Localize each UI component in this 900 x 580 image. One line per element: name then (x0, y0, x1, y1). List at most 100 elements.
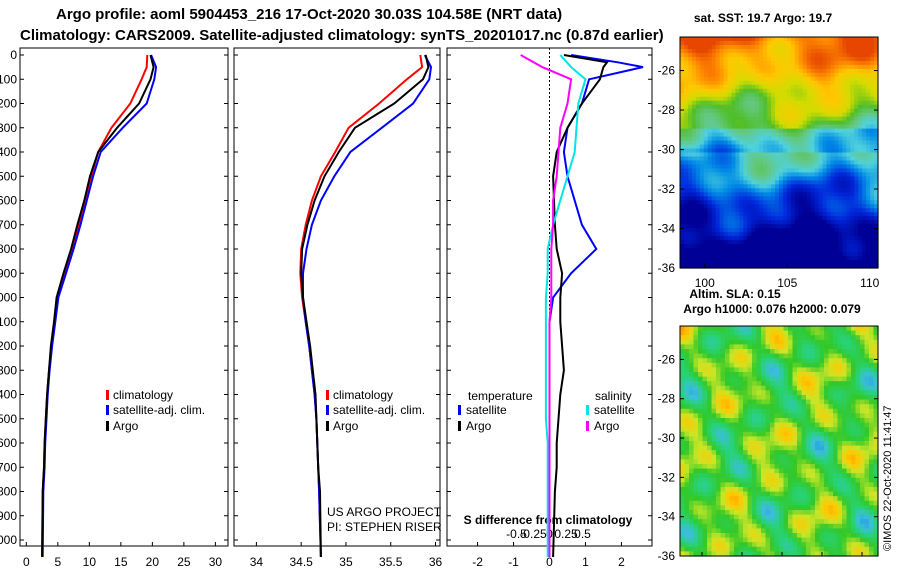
sst-cell (862, 92, 867, 98)
sst-cell (830, 256, 836, 261)
sla-cell (837, 344, 843, 350)
sla-cell (725, 385, 731, 391)
sst-cell (822, 132, 828, 138)
sst-cell (810, 112, 816, 118)
sst-cell (858, 120, 863, 126)
sst-cell (850, 96, 855, 102)
sla-cell (860, 459, 866, 465)
sla-cell (720, 418, 726, 424)
temperature-line-argo (41, 54, 155, 558)
sst-cell (850, 156, 855, 162)
sla-cell (873, 381, 879, 387)
sla-cell (684, 362, 690, 368)
sst-cell (775, 56, 780, 62)
sla-cell (797, 349, 803, 355)
sst-cell (830, 96, 836, 102)
sst-cell (711, 240, 717, 245)
sst-cell (862, 164, 867, 170)
sla-cell (837, 385, 843, 391)
sst-cell (810, 156, 816, 162)
sla-cell (819, 349, 825, 355)
sla-cell (815, 487, 821, 493)
sst-cell (719, 152, 725, 158)
sst-cell (850, 120, 855, 126)
sst-cell (814, 72, 820, 78)
sla-cell (680, 431, 686, 437)
sla-cell (729, 330, 735, 336)
x-tick-label: 0 (23, 555, 30, 569)
sst-cell (723, 172, 729, 177)
sst-cell (834, 232, 839, 237)
sst-cell (810, 48, 816, 54)
sla-cell (815, 339, 821, 345)
sst-cell (822, 216, 828, 221)
sla-cell (734, 454, 740, 460)
sla-cell (693, 372, 699, 378)
sst-cell (763, 84, 768, 90)
sst-cell (751, 224, 756, 229)
sst-cell (751, 220, 756, 225)
sst-cell (703, 120, 709, 126)
sla-cell (752, 344, 758, 350)
sla-cell (765, 491, 771, 497)
sla-cell (815, 330, 821, 336)
sst-cell (767, 196, 772, 201)
sst-cell (822, 124, 828, 130)
sla-cell (711, 441, 717, 447)
sst-cell (771, 164, 776, 170)
sst-cell (866, 84, 871, 90)
sla-cell (828, 358, 834, 364)
sla-cell (711, 362, 717, 368)
sst-cell (854, 88, 859, 94)
sla-cell (824, 431, 830, 437)
sst-cell (826, 40, 832, 46)
sst-cell (826, 224, 832, 229)
sst-cell (786, 108, 792, 114)
sst-cell (822, 200, 828, 205)
sst-cell (794, 44, 800, 50)
sla-cell (711, 404, 717, 410)
sla-cell (747, 326, 753, 332)
sst-cell (759, 136, 764, 142)
sla-cell (846, 491, 852, 497)
sla-cell (680, 473, 686, 479)
sla-cell (855, 390, 861, 396)
sst-cell (687, 60, 693, 66)
sla-cell (689, 454, 695, 460)
sst-cell (794, 172, 800, 177)
sst-cell (715, 128, 721, 134)
sst-cell (802, 132, 808, 138)
sst-cell (806, 240, 812, 245)
sla-cell (743, 367, 749, 373)
sla-cell (779, 514, 785, 520)
sst-cell (699, 172, 705, 177)
sst-cell (842, 60, 847, 66)
sst-cell (719, 44, 725, 50)
sst-cell (715, 248, 721, 253)
x-tick-label: 34.5 (289, 555, 313, 569)
sst-cell (874, 64, 879, 70)
sla-cell (792, 381, 798, 387)
sla-cell (788, 381, 794, 387)
sla-cell (819, 477, 825, 483)
sst-cell (782, 144, 788, 150)
sst-cell (763, 140, 768, 146)
sla-cell (684, 482, 690, 488)
sst-cell (838, 252, 843, 257)
sla-cell (819, 491, 825, 497)
sla-cell (720, 496, 726, 502)
sla-cell (702, 362, 708, 368)
sst-cell (683, 148, 689, 154)
sla-cell (743, 422, 749, 428)
sst-cell (779, 224, 784, 229)
sst-cell (870, 244, 875, 249)
sst-cell (846, 100, 851, 106)
sst-cell (838, 160, 843, 166)
sst-cell (680, 144, 685, 150)
sst-cell (727, 220, 733, 225)
sst-cell (830, 116, 836, 122)
sst-cell (846, 68, 851, 74)
sst-cell (723, 168, 729, 174)
sst-cell (858, 40, 863, 46)
sla-cell (851, 344, 857, 350)
